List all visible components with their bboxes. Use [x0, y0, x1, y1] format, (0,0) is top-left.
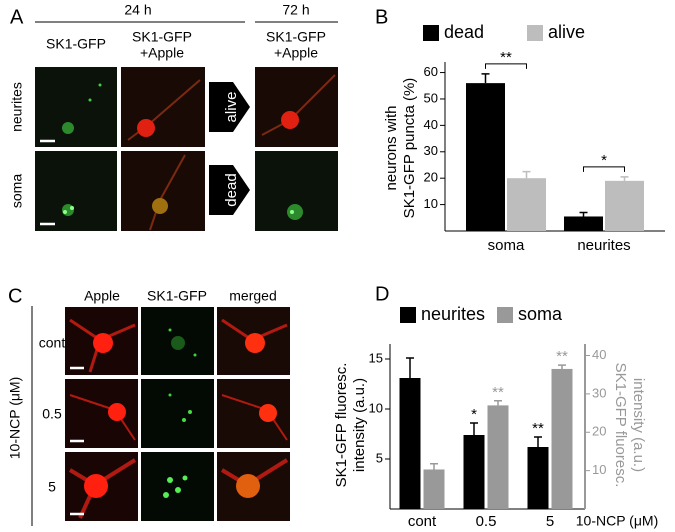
y-tick-label: 10: [369, 400, 383, 415]
bar: [463, 435, 485, 509]
time-label: 72 h: [282, 2, 309, 18]
significance: *: [601, 152, 607, 169]
x-tick-label: cont: [408, 513, 437, 530]
y2-axis-label: intensity (a.u.): [630, 378, 647, 472]
significance-bracket: [485, 63, 527, 69]
y-tick-label: 40: [424, 117, 438, 132]
bar: [487, 405, 509, 509]
legend-label: alive: [548, 22, 585, 42]
significance: **: [500, 49, 512, 66]
column-label: Apple: [84, 288, 120, 304]
arrow: [209, 165, 250, 215]
micrographs: [35, 67, 338, 231]
micrographs: [65, 307, 290, 521]
x-tick-label: 0.5: [476, 513, 497, 530]
y-axis-label: SK1-GFP fluoresc.: [333, 363, 350, 488]
y-tick-label: 5: [376, 450, 383, 465]
y-axis-label: intensity (a.u.): [351, 378, 368, 472]
error-bar: [470, 422, 478, 435]
bar: [605, 180, 644, 231]
y2-tick-label: 20: [592, 424, 606, 439]
x-tick-label: 5: [546, 513, 554, 530]
bar: [423, 469, 445, 509]
column-label: +Apple: [274, 45, 318, 61]
bar: [399, 378, 421, 509]
legend-label: neurites: [421, 304, 485, 324]
row-label: neurites: [9, 82, 25, 132]
y-axis-label: SK1-GFP puncta (%): [401, 78, 418, 219]
legend-label: soma: [518, 304, 563, 324]
error-bar: [522, 170, 531, 179]
column-label: SK1-GFP: [266, 29, 326, 45]
panel-label: D: [375, 283, 389, 305]
panel-label: A: [10, 6, 24, 28]
significance: **: [556, 348, 568, 365]
legend-swatch: [423, 25, 439, 41]
error-bar: [406, 357, 414, 378]
panel-label: C: [8, 285, 22, 307]
x-tick-label: neurites: [577, 237, 630, 254]
y-tick-label: 10: [424, 196, 438, 211]
bar: [551, 368, 573, 509]
y-tick-label: 30: [424, 143, 438, 158]
bar: [466, 83, 505, 231]
row-label: 5: [48, 479, 56, 495]
bar: [507, 178, 546, 231]
y-tick-label: 15: [369, 350, 383, 365]
legend-label: dead: [444, 22, 484, 42]
error-bar: [430, 462, 438, 470]
significance: *: [471, 406, 477, 423]
row-label: cont: [39, 335, 66, 351]
y2-axis-label: SK1-GFP fluoresc.: [612, 363, 629, 488]
column-label: +Apple: [140, 45, 184, 61]
error-bar: [534, 436, 542, 447]
y2-tick-label: 30: [592, 385, 606, 400]
legend-swatch: [527, 25, 543, 41]
y2-tick-label: 10: [592, 462, 606, 477]
outcome-label: alive: [223, 92, 240, 123]
significance: **: [492, 384, 504, 401]
error-bar: [494, 400, 502, 406]
x-tick-label: soma: [488, 237, 525, 254]
column-label: SK1-GFP: [147, 288, 207, 304]
arrow: [209, 82, 250, 132]
time-label: 24 h: [124, 2, 151, 18]
y-tick-label: 20: [424, 170, 438, 185]
column-label: SK1-GFP: [132, 29, 192, 45]
y2-tick-label: 40: [592, 347, 606, 362]
column-label: merged: [229, 288, 276, 304]
error-bar: [481, 73, 490, 84]
bar: [564, 216, 603, 231]
y-axis-label: neurons with: [383, 105, 400, 190]
significance-bracket: [583, 166, 625, 172]
y-tick-label: 50: [424, 90, 438, 105]
panel-label: B: [375, 6, 388, 28]
axis-label: 10-NCP (μM): [7, 377, 23, 459]
row-label: 0.5: [42, 406, 62, 422]
bar: [527, 447, 549, 509]
error-bar: [620, 176, 629, 181]
y-tick-label: 60: [424, 64, 438, 79]
row-label: soma: [9, 174, 25, 208]
outcome-label: dead: [223, 173, 240, 206]
significance: **: [532, 420, 544, 437]
column-label: SK1-GFP: [46, 36, 106, 52]
error-bar: [558, 364, 566, 369]
legend-swatch: [400, 307, 416, 323]
legend-swatch: [497, 307, 513, 323]
error-bar: [579, 211, 588, 217]
x-axis-label: 10-NCP (μM): [576, 513, 658, 529]
